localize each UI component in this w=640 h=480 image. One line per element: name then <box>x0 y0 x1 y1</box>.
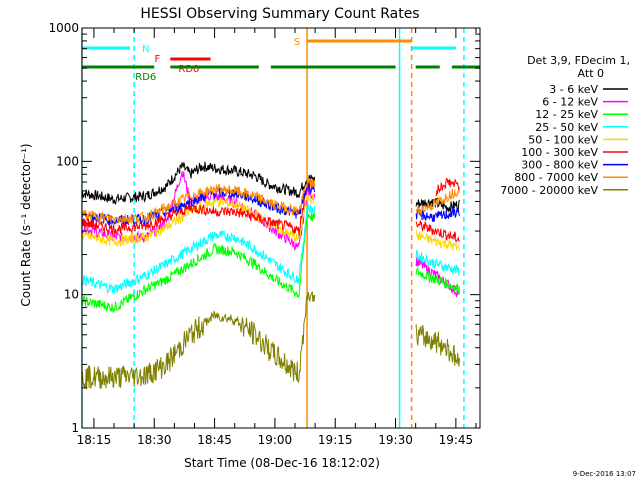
series-line <box>81 291 316 390</box>
x-tick-label: 18:45 <box>197 433 232 447</box>
series-line <box>415 186 460 217</box>
y-tick-label: 10 <box>64 288 79 302</box>
x-tick-label: 19:30 <box>378 433 413 447</box>
series-line <box>81 192 315 248</box>
timestamp: 9-Dec-2016 13:07 <box>573 470 636 478</box>
y-tick-label: 1 <box>71 421 79 435</box>
series-line <box>415 324 460 367</box>
flag-label-n: N <box>142 44 149 55</box>
series-line <box>435 177 460 197</box>
series-line <box>415 207 460 222</box>
x-tick-label: 19:15 <box>318 433 353 447</box>
flags-layer: NF RD0 RD6 S <box>81 37 480 83</box>
flag-label-rd6: RD6 <box>135 72 156 83</box>
legend-entry-label: 300 - 800 keV <box>521 159 598 172</box>
legend-entry-label: 3 - 6 keV <box>549 83 598 96</box>
flag-label-s: S <box>294 37 300 48</box>
flag-label-f: F <box>155 54 161 65</box>
series-line <box>415 249 460 276</box>
series-line <box>81 177 316 225</box>
x-tick-label: 19:45 <box>439 433 474 447</box>
legend-entry-label: 12 - 25 keV <box>535 108 598 121</box>
legend-header-line-1: Det 3,9, FDecim 1, <box>527 54 630 67</box>
axes-layer: 1 10 100 1000 18:15 18:30 18:45 19:00 19:15 19:30… <box>48 21 481 447</box>
x-tick-label: 18:30 <box>137 433 172 447</box>
legend-entry-label: 25 - 50 keV <box>535 121 598 134</box>
series-line <box>415 220 460 243</box>
flag-label-rd0: RD0 <box>178 64 199 75</box>
x-tick-label: 19:00 <box>258 433 293 447</box>
legend-entry-label: 50 - 100 keV <box>528 133 598 146</box>
legend-entry-label: 100 - 300 keV <box>521 146 598 159</box>
series-line <box>415 230 460 252</box>
legend-entry-label: 6 - 12 keV <box>542 96 598 109</box>
series-line <box>81 212 316 313</box>
chart-title: HESSI Observing Summary Count Rates <box>140 6 419 22</box>
series-line <box>81 161 316 205</box>
x-tick-label: 18:15 <box>77 433 112 447</box>
legend-header-line-2: Att 0 <box>578 67 604 80</box>
legend-entry-label: 7000 - 20000 keV <box>500 184 598 197</box>
legend-entry-label: 800 - 7000 keV <box>514 171 598 184</box>
series-line <box>81 203 316 295</box>
y-axis-label: Count Rate (s⁻¹ detector⁻¹) <box>19 143 33 306</box>
series-line <box>81 179 315 237</box>
x-axis-label: Start Time (08-Dec-16 18:12:02) <box>184 456 380 470</box>
series-line <box>415 266 460 295</box>
y-tick-label: 100 <box>56 154 79 168</box>
series-layer <box>81 161 460 390</box>
y-tick-label: 1000 <box>48 21 79 35</box>
series-line <box>415 257 460 298</box>
plot-frame <box>81 27 481 429</box>
